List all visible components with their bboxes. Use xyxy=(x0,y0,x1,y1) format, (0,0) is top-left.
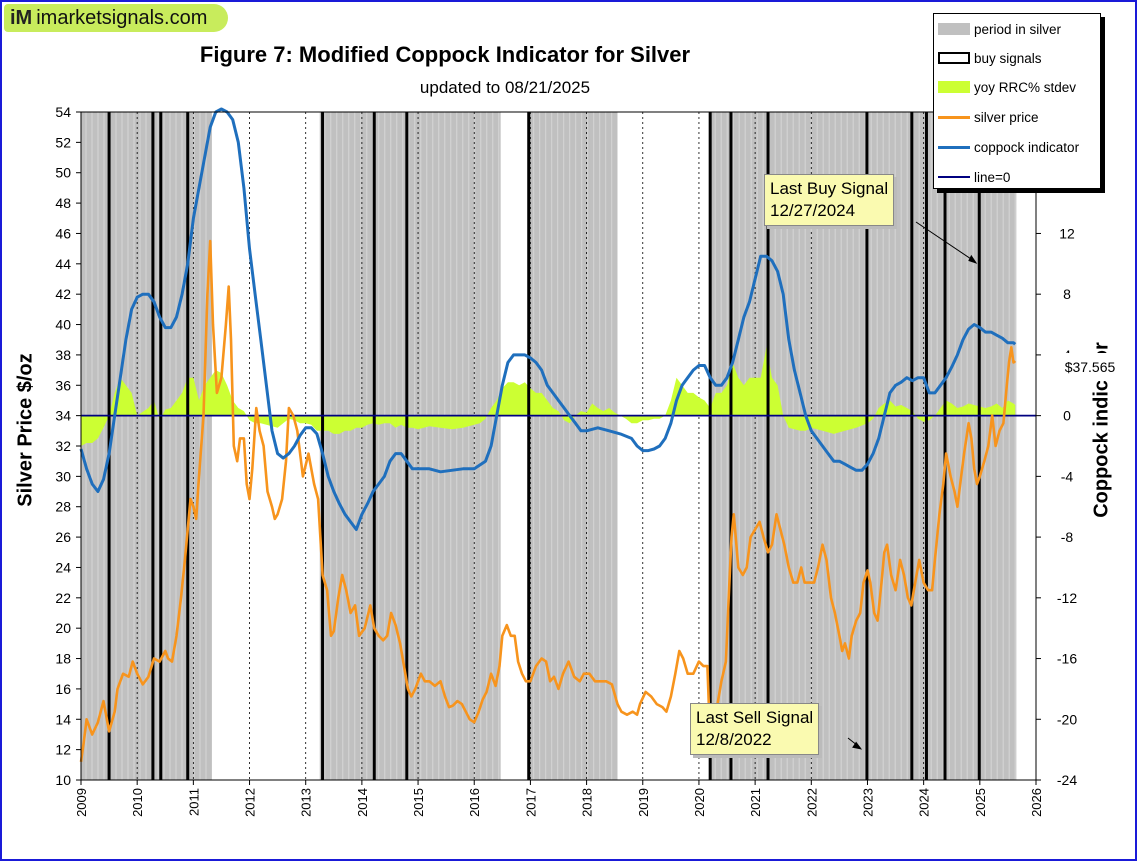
series-rrc-area xyxy=(81,347,1016,446)
brand-logo[interactable]: iM imarketsignals.com xyxy=(4,4,228,32)
legend-swatch-coppock xyxy=(938,145,970,149)
y-tick-label: 46 xyxy=(55,225,71,241)
series-coppock xyxy=(79,107,1017,531)
x-tick-label: 2021 xyxy=(748,788,763,817)
y2-tick-label: -12 xyxy=(1057,590,1077,606)
in-silver-period xyxy=(528,112,618,780)
last-price-label: $37.565 xyxy=(1045,353,1135,381)
callout-last-buy: Last Buy Signal 12/27/2024 xyxy=(764,174,895,226)
y-tick-label: 24 xyxy=(55,559,71,575)
brand-name: imarketsignals.com xyxy=(36,7,208,29)
callout-last-sell: Last Sell Signal 12/8/2022 xyxy=(690,703,820,755)
x-tick-label: 2015 xyxy=(411,788,426,817)
y2-tick-label: 12 xyxy=(1059,225,1075,241)
x-tick-label: 2011 xyxy=(186,788,201,816)
legend-label-period: period in silver xyxy=(974,21,1062,37)
legend-item-zero: line=0 xyxy=(938,168,1010,186)
x-tick-label: 2022 xyxy=(804,788,819,817)
y2-tick-label: -20 xyxy=(1057,711,1077,727)
x-tick-label: 2025 xyxy=(973,788,988,817)
callout-last-sell-line2: 12/8/2022 xyxy=(696,730,772,749)
callout-last-buy-line2: 12/27/2024 xyxy=(770,201,856,220)
y2-tick-label: -8 xyxy=(1061,529,1074,545)
y-tick-label: 34 xyxy=(55,408,71,424)
chart-legend: period in silver buy signals yoy RRC% st… xyxy=(933,13,1101,189)
callout-buy-arrowhead xyxy=(968,254,978,264)
y-axis-left-label: Silver Price $/oz xyxy=(14,353,37,507)
legend-swatch-buy xyxy=(938,52,970,64)
y-tick-label: 16 xyxy=(55,681,71,697)
legend-item-period: period in silver xyxy=(938,20,1061,38)
x-tick-label: 2023 xyxy=(860,788,875,817)
legend-label-rrc: yoy RRC% stdev xyxy=(974,79,1077,95)
x-tick-label: 2018 xyxy=(580,788,595,817)
x-tick-label: 2017 xyxy=(523,788,538,817)
legend-item-buy: buy signals xyxy=(938,49,1042,67)
y2-tick-label: -24 xyxy=(1057,772,1077,788)
legend-item-price: silver price xyxy=(938,108,1039,126)
y-tick-label: 44 xyxy=(55,256,71,272)
y-tick-label: 30 xyxy=(55,468,71,484)
y-tick-label: 12 xyxy=(55,742,71,758)
legend-swatch-period xyxy=(938,23,970,35)
y-tick-label: 18 xyxy=(55,651,71,667)
y-tick-label: 38 xyxy=(55,347,71,363)
y2-tick-label: -16 xyxy=(1057,651,1077,667)
y-tick-label: 52 xyxy=(55,134,71,150)
legend-swatch-price xyxy=(938,115,970,119)
x-tick-label: 2013 xyxy=(299,788,314,817)
y-tick-label: 54 xyxy=(55,104,71,120)
x-tick-label: 2020 xyxy=(692,788,707,817)
callout-last-buy-line1: Last Buy Signal xyxy=(770,179,889,198)
x-tick-label: 2019 xyxy=(636,788,651,817)
legend-label-coppock: coppock indicator xyxy=(974,139,1080,155)
y-tick-label: 40 xyxy=(55,317,71,333)
x-tick-label: 2024 xyxy=(917,788,932,817)
x-tick-label: 2014 xyxy=(355,788,370,817)
legend-item-coppock: coppock indicator xyxy=(938,138,1079,156)
legend-swatch-zero xyxy=(938,176,970,178)
y-tick-label: 50 xyxy=(55,165,71,181)
chart-subtitle: updated to 08/21/2025 xyxy=(419,78,591,97)
y-tick-label: 28 xyxy=(55,499,71,515)
callout-last-sell-line1: Last Sell Signal xyxy=(696,708,814,727)
y-tick-label: 22 xyxy=(55,590,71,606)
x-tick-label: 2010 xyxy=(130,788,145,817)
legend-swatch-rrc xyxy=(938,81,970,93)
in-silver-period xyxy=(319,112,501,780)
legend-item-rrc: yoy RRC% stdev xyxy=(938,78,1076,96)
y-tick-label: 32 xyxy=(55,438,71,454)
series-silver-price xyxy=(79,239,1017,762)
y2-tick-label: -4 xyxy=(1061,468,1074,484)
callout-sell-arrowhead xyxy=(852,741,863,750)
y-tick-label: 26 xyxy=(55,529,71,545)
y2-tick-label: 0 xyxy=(1063,408,1071,424)
x-tick-label: 2012 xyxy=(243,788,258,817)
y-tick-label: 42 xyxy=(55,286,71,302)
x-tick-label: 2016 xyxy=(467,788,482,817)
legend-label-zero: line=0 xyxy=(974,169,1011,185)
x-tick-label: 2009 xyxy=(74,788,89,817)
y-tick-label: 14 xyxy=(55,711,71,727)
legend-label-buy: buy signals xyxy=(974,50,1042,66)
y-tick-label: 10 xyxy=(55,772,71,788)
x-tick-label: 2026 xyxy=(1029,788,1044,817)
callout-buy-arrow xyxy=(915,221,976,263)
chart-title: Figure 7: Modified Coppock Indicator for… xyxy=(199,42,691,67)
brand-mark: iM xyxy=(10,7,33,29)
y-tick-label: 20 xyxy=(55,620,71,636)
y-tick-label: 48 xyxy=(55,195,71,211)
y-tick-label: 36 xyxy=(55,377,71,393)
y2-tick-label: 8 xyxy=(1063,286,1071,302)
legend-label-price: silver price xyxy=(974,109,1039,125)
